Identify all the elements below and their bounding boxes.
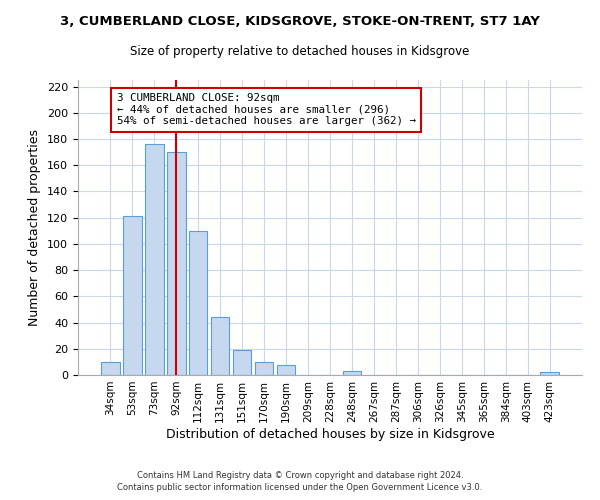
- Text: Contains HM Land Registry data © Crown copyright and database right 2024.: Contains HM Land Registry data © Crown c…: [137, 471, 463, 480]
- Bar: [123, 216, 142, 375]
- Bar: [255, 362, 274, 375]
- Bar: [167, 152, 185, 375]
- Bar: [145, 144, 164, 375]
- Bar: [211, 318, 229, 375]
- Y-axis label: Number of detached properties: Number of detached properties: [28, 129, 41, 326]
- Bar: [343, 371, 361, 375]
- Text: Size of property relative to detached houses in Kidsgrove: Size of property relative to detached ho…: [130, 45, 470, 58]
- X-axis label: Distribution of detached houses by size in Kidsgrove: Distribution of detached houses by size …: [166, 428, 494, 440]
- Text: Contains public sector information licensed under the Open Government Licence v3: Contains public sector information licen…: [118, 484, 482, 492]
- Bar: [189, 231, 208, 375]
- Bar: [277, 364, 295, 375]
- Text: 3 CUMBERLAND CLOSE: 92sqm
← 44% of detached houses are smaller (296)
54% of semi: 3 CUMBERLAND CLOSE: 92sqm ← 44% of detac…: [117, 93, 416, 126]
- Bar: [233, 350, 251, 375]
- Bar: [101, 362, 119, 375]
- Text: 3, CUMBERLAND CLOSE, KIDSGROVE, STOKE-ON-TRENT, ST7 1AY: 3, CUMBERLAND CLOSE, KIDSGROVE, STOKE-ON…: [60, 15, 540, 28]
- Bar: [541, 372, 559, 375]
